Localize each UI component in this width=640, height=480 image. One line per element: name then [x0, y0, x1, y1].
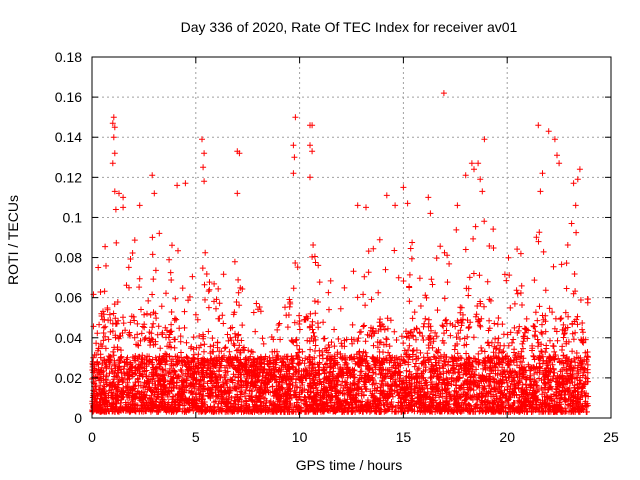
y-tick-label: 0 — [74, 410, 82, 426]
x-tick-label: 20 — [499, 429, 515, 445]
chart-title: Day 336 of 2020, Rate Of TEC Index for r… — [181, 19, 518, 35]
data-points — [89, 90, 592, 415]
y-tick-label: 0.06 — [55, 290, 82, 306]
plot-frame — [91, 56, 612, 419]
x-tick-label: 5 — [192, 429, 200, 445]
x-tick-label: 15 — [396, 429, 412, 445]
y-tick-label: 0.18 — [55, 49, 82, 65]
x-tick-label: 0 — [88, 429, 96, 445]
y-tick-label: 0.12 — [55, 169, 82, 185]
roti-data-markers — [89, 90, 592, 415]
y-tick-label: 0.08 — [55, 250, 82, 266]
grid-lines — [92, 57, 611, 418]
x-tick-label: 10 — [292, 429, 308, 445]
y-axis: 0 0.02 0.04 0.06 0.08 0.1 0.12 0.14 0.16 0.18 — [55, 49, 611, 426]
x-axis-label: GPS time / hours — [296, 457, 403, 473]
y-tick-label: 0.02 — [55, 370, 82, 386]
y-tick-label: 0.1 — [63, 209, 83, 225]
y-tick-label: 0.04 — [55, 330, 82, 346]
y-tick-label: 0.16 — [55, 89, 82, 105]
y-tick-label: 0.14 — [55, 129, 82, 145]
y-axis-label: ROTI / TECUs — [5, 195, 21, 285]
x-axis: 0 5 10 15 20 25 — [88, 57, 619, 445]
x-tick-label: 25 — [603, 429, 619, 445]
